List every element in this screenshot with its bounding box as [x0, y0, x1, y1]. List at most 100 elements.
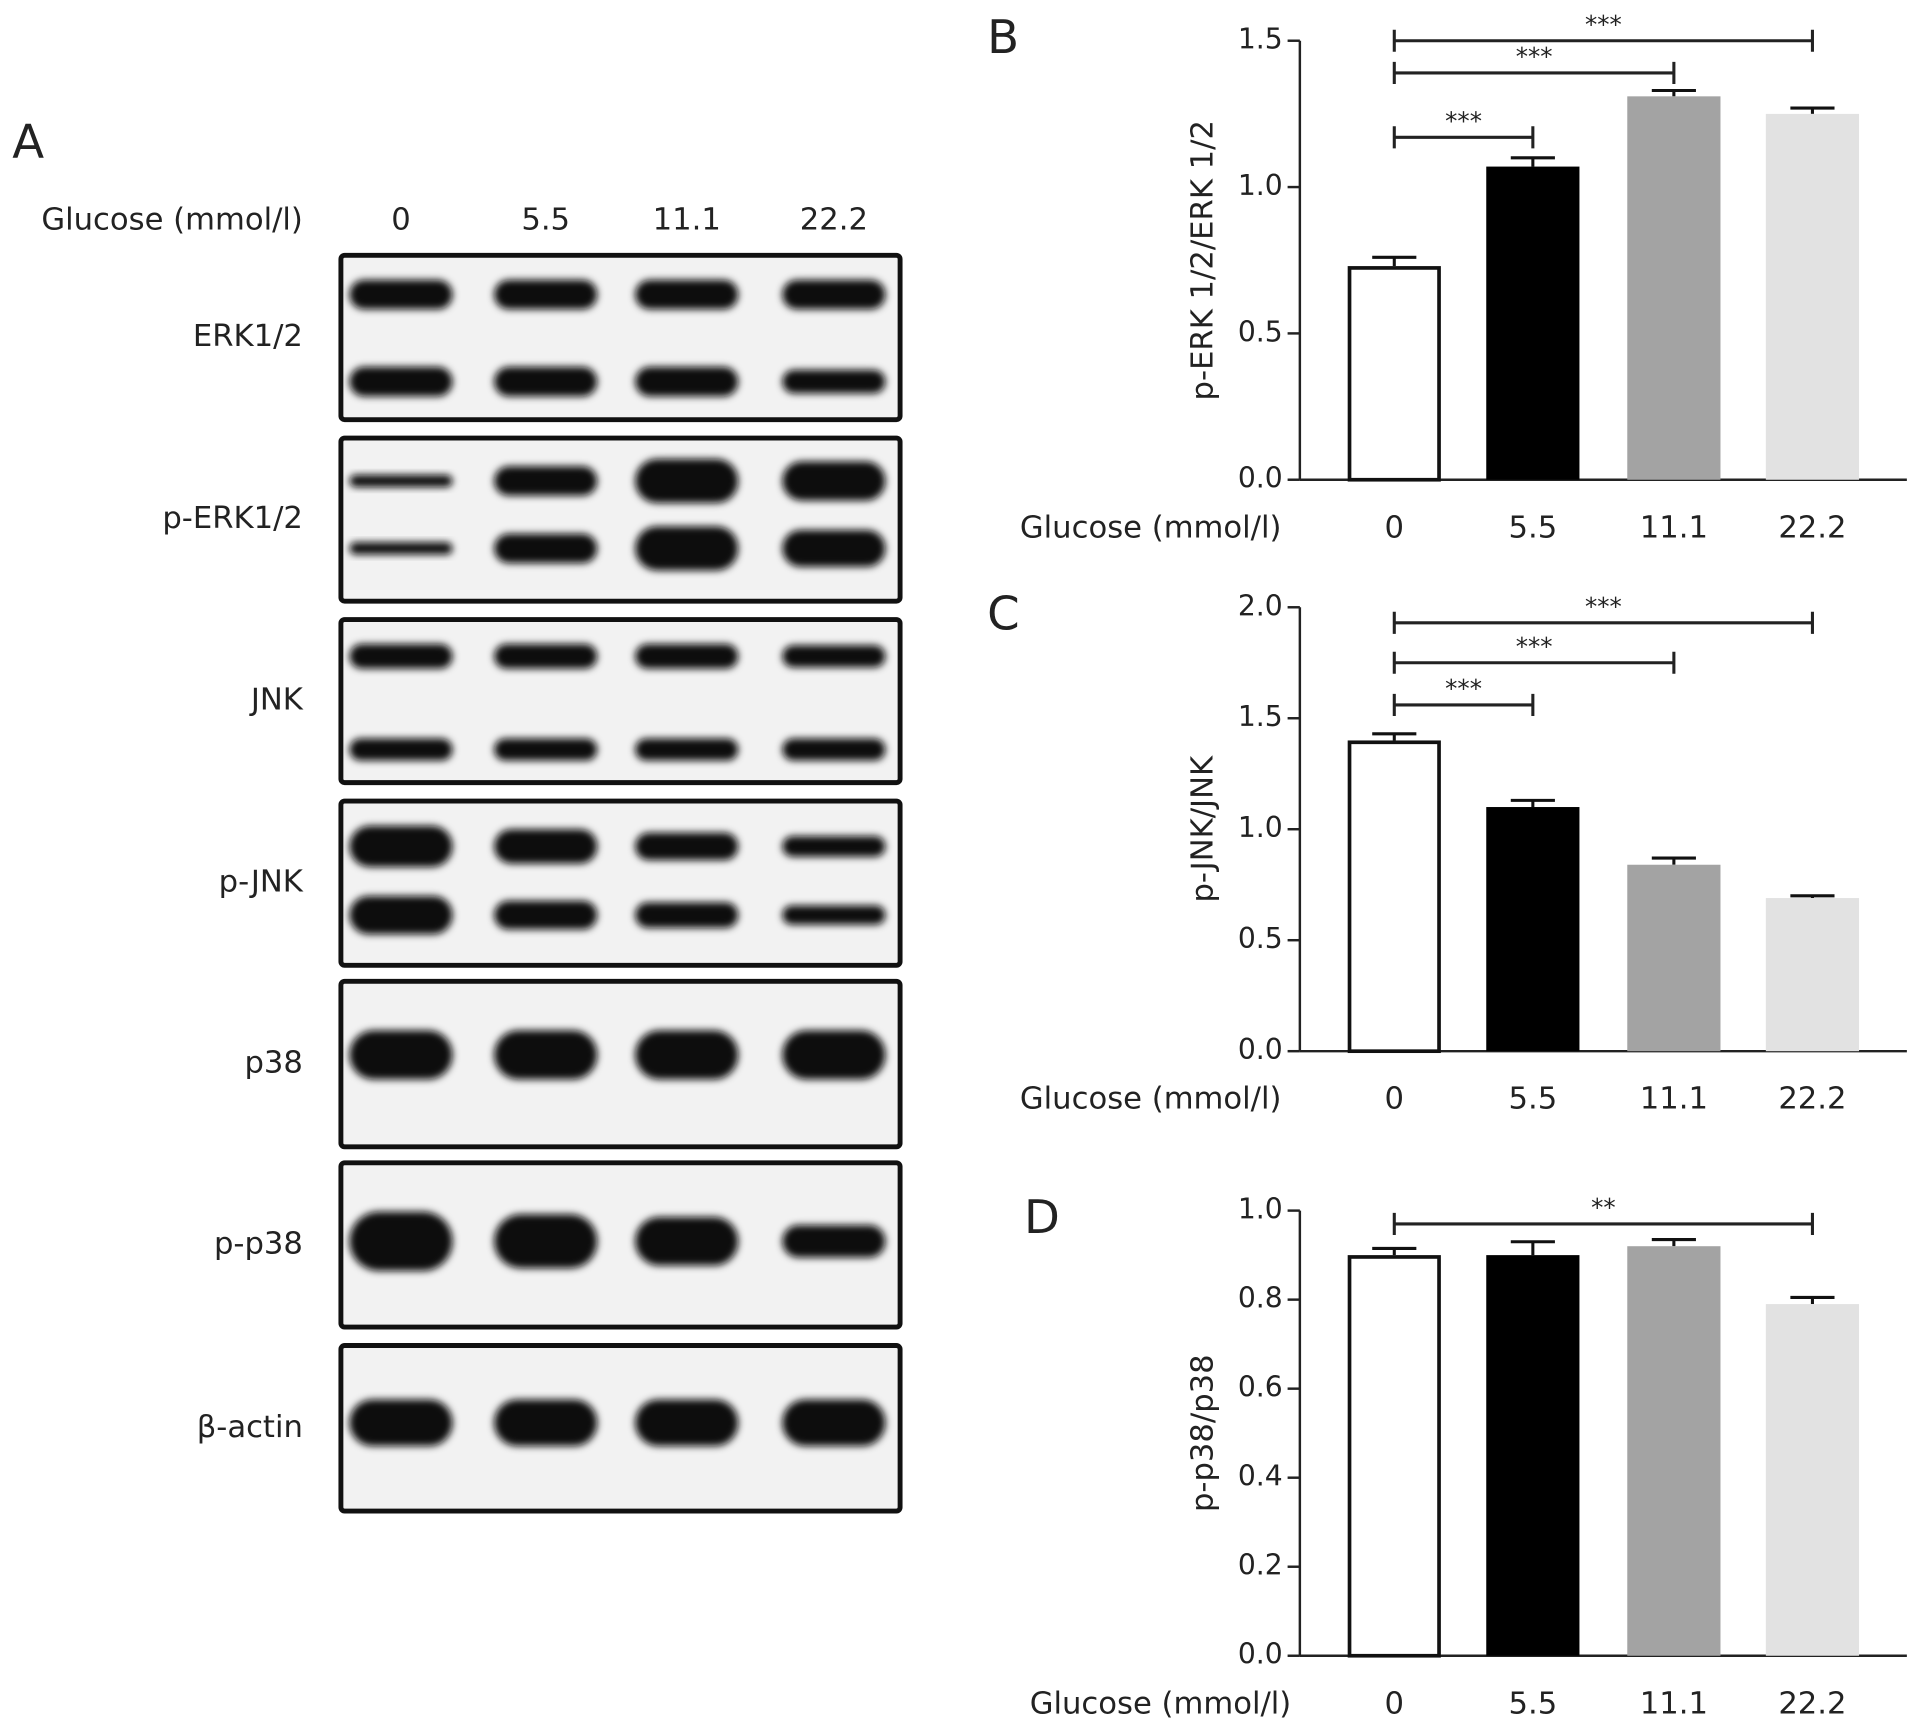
blot-band — [635, 1216, 739, 1266]
bar — [1347, 266, 1441, 482]
blot-band — [782, 1225, 886, 1258]
x-axis-label: Glucose (mmol/l) — [1030, 1686, 1292, 1721]
significance-bracket — [1392, 651, 1676, 674]
y-tick-label: 0.5 — [1238, 315, 1283, 348]
blot-band — [782, 905, 886, 925]
blot-band — [782, 1030, 886, 1080]
lane-label: 5.5 — [521, 202, 570, 237]
protein-label: p38 — [244, 1046, 302, 1081]
blot-band — [782, 738, 886, 761]
blot-band — [349, 542, 453, 555]
blot-band — [349, 825, 453, 867]
bar — [1347, 740, 1441, 1054]
blot-band — [782, 1399, 886, 1447]
bar — [1765, 1304, 1860, 1656]
blot-box — [338, 435, 903, 604]
significance-bracket — [1392, 693, 1535, 716]
protein-label: β-actin — [197, 1410, 303, 1445]
significance-bracket — [1392, 61, 1676, 84]
blot-band — [635, 738, 739, 761]
blot-band — [635, 458, 739, 504]
blot-band — [635, 366, 739, 397]
x-tick-label: 22.2 — [1778, 1082, 1846, 1117]
blot-band — [494, 829, 598, 864]
bar — [1627, 96, 1721, 480]
significance-label: *** — [1516, 42, 1553, 71]
lane-label: 0 — [391, 202, 411, 237]
blot-band — [782, 530, 886, 567]
y-tick-label: 1.0 — [1238, 169, 1283, 202]
x-tick-label: 11.1 — [1640, 510, 1708, 545]
blot-band — [349, 279, 453, 310]
significance-label: *** — [1516, 632, 1553, 661]
protein-label: p-JNK — [219, 865, 304, 900]
lane-label: 11.1 — [653, 202, 721, 237]
x-tick-label: 11.1 — [1640, 1686, 1708, 1721]
blot-box — [338, 1160, 903, 1330]
y-tick-label: 0.8 — [1238, 1282, 1283, 1315]
x-tick-label: 5.5 — [1508, 1686, 1557, 1721]
significance-bracket — [1392, 29, 1814, 52]
bar — [1486, 1255, 1580, 1656]
blot-band — [635, 526, 739, 571]
y-axis-label: p-JNK/JNK — [1186, 755, 1221, 903]
x-axis-label: Glucose (mmol/l) — [1020, 1082, 1282, 1117]
blot-band — [349, 366, 453, 397]
blot-band — [494, 1214, 598, 1269]
x-tick-label: 0 — [1385, 510, 1405, 545]
blot-band — [494, 644, 598, 669]
panel-letter: C — [987, 587, 1020, 641]
x-tick-label: 0 — [1385, 1082, 1405, 1117]
blot-band — [782, 836, 886, 857]
significance-label: ** — [1591, 1193, 1616, 1222]
significance-label: *** — [1585, 592, 1622, 621]
y-tick-label: 1.0 — [1238, 1193, 1283, 1226]
blot-band — [782, 645, 886, 668]
protein-label: JNK — [249, 683, 304, 718]
blot-band — [635, 832, 739, 861]
blot-band — [635, 279, 739, 310]
blot-band — [635, 902, 739, 928]
bar — [1765, 113, 1860, 480]
x-tick-label: 22.2 — [1778, 510, 1846, 545]
panel-letter: B — [987, 10, 1019, 64]
blot-band — [494, 900, 598, 930]
blot-band — [494, 366, 598, 397]
bar — [1486, 166, 1580, 480]
x-tick-label: 11.1 — [1640, 1082, 1708, 1117]
x-axis-label: Glucose (mmol/l) — [1020, 510, 1282, 545]
blot-box — [338, 1343, 903, 1514]
y-tick-label: 0.4 — [1238, 1460, 1283, 1493]
blot-band — [494, 1030, 598, 1080]
x-tick-label: 5.5 — [1508, 1082, 1557, 1117]
blot-band — [782, 461, 886, 501]
bar — [1486, 807, 1580, 1052]
blot-band — [494, 533, 598, 564]
blot-box — [338, 617, 903, 786]
y-tick-label: 0.6 — [1238, 1371, 1283, 1404]
panel-letter: D — [1024, 1190, 1060, 1244]
blot-band — [349, 1030, 453, 1080]
significance-label: *** — [1585, 10, 1622, 39]
bar — [1347, 1255, 1441, 1658]
lane-axis-label: Glucose (mmol/l) — [41, 202, 303, 237]
y-tick-label: 0.2 — [1238, 1549, 1283, 1582]
bar — [1765, 898, 1860, 1052]
y-tick-label: 0.0 — [1238, 1638, 1283, 1671]
x-tick-label: 5.5 — [1508, 510, 1557, 545]
bar — [1627, 1246, 1721, 1656]
blot-box — [338, 798, 903, 968]
blot-band — [349, 644, 453, 669]
significance-label: *** — [1445, 674, 1482, 703]
blot-band — [349, 1211, 453, 1271]
y-tick-label: 1.0 — [1238, 811, 1283, 844]
blot-band — [349, 474, 453, 488]
x-tick-label: 0 — [1385, 1686, 1405, 1721]
significance-bracket — [1392, 611, 1814, 634]
protein-label: p-p38 — [214, 1226, 303, 1261]
x-tick-label: 22.2 — [1778, 1686, 1846, 1721]
significance-label: *** — [1445, 107, 1482, 136]
y-tick-label: 1.5 — [1238, 23, 1283, 56]
y-tick-label: 0.0 — [1238, 462, 1283, 495]
